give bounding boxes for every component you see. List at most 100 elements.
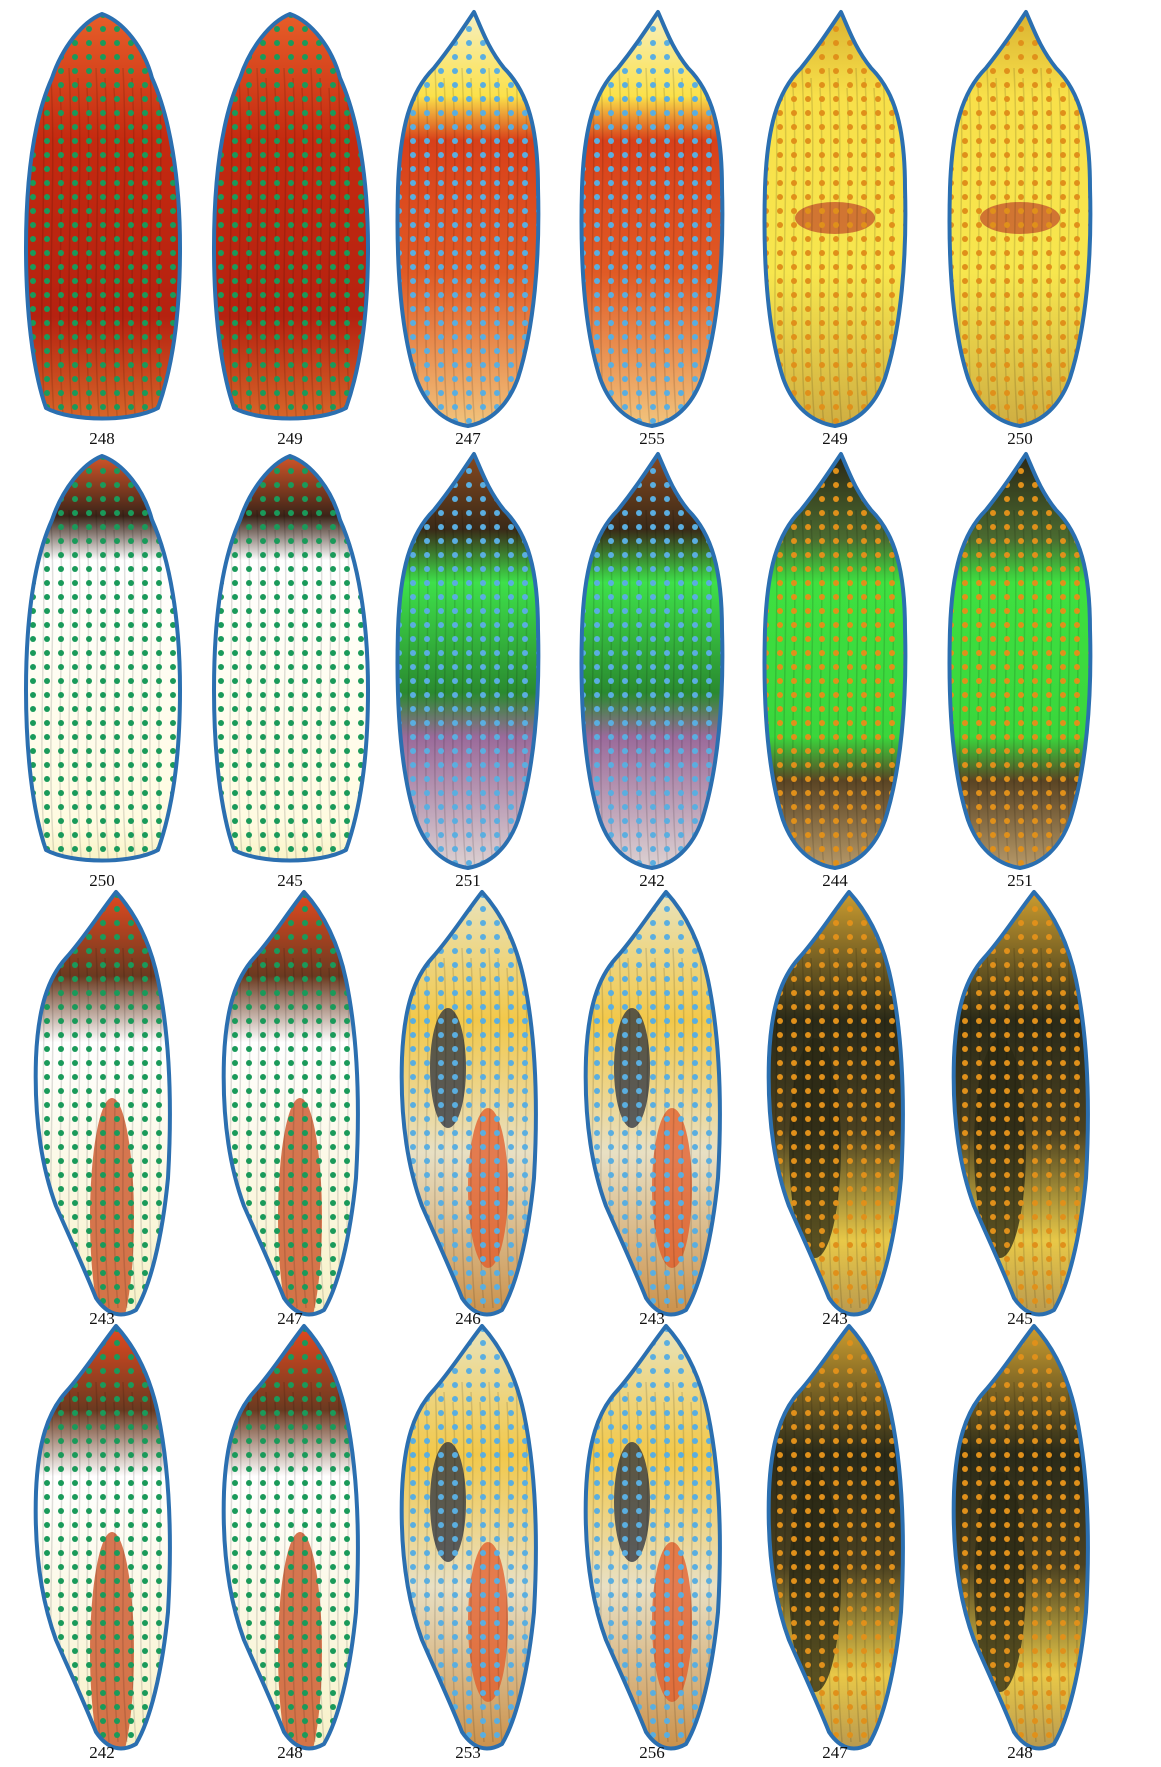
specimen-cell: 249 <box>745 8 925 449</box>
specimen-outline <box>221 890 360 1317</box>
specimen-image <box>33 890 172 1317</box>
specimen-cell: 247 <box>378 8 558 449</box>
sample-dot-grid <box>401 892 536 1315</box>
specimen-outline <box>399 890 538 1317</box>
specimen-image <box>762 452 908 870</box>
specimen-image <box>33 1324 172 1751</box>
specimen-image <box>399 1324 538 1751</box>
specimen-cell: 248 <box>200 1322 380 1763</box>
sample-dot-grid <box>953 1326 1088 1749</box>
specimen-cell: 250 <box>12 450 192 891</box>
specimen-image <box>579 452 725 870</box>
specimen-outline <box>579 452 725 870</box>
specimen-image <box>951 890 1090 1317</box>
specimen-label: 249 <box>822 429 848 448</box>
specimen-label: 245 <box>1007 1309 1033 1328</box>
specimen-image <box>24 454 182 863</box>
specimen-image <box>212 454 370 863</box>
specimen-image <box>221 1324 360 1751</box>
specimen-image <box>947 10 1093 428</box>
specimen-image <box>583 1324 722 1751</box>
specimen-cell: 243 <box>562 888 742 1329</box>
specimen-outline <box>24 454 182 863</box>
specimen-label: 247 <box>455 429 481 448</box>
specimen-outline <box>33 890 172 1317</box>
specimen-label: 246 <box>455 1309 481 1328</box>
sample-dot-grid <box>585 892 720 1315</box>
specimen-label: 243 <box>639 1309 665 1328</box>
specimen-label: 250 <box>1007 429 1033 448</box>
specimen-cell: 256 <box>562 1322 742 1763</box>
specimen-label: 242 <box>89 1743 115 1762</box>
specimen-image <box>947 452 1093 870</box>
sample-dot-grid <box>768 1326 903 1749</box>
specimen-outline <box>766 1324 905 1751</box>
sample-dot-grid <box>764 454 906 868</box>
specimen-label: 253 <box>455 1743 481 1762</box>
specimen-cell: 242 <box>12 1322 192 1763</box>
sample-dot-grid <box>35 1326 170 1749</box>
specimen-image <box>762 10 908 428</box>
sample-dot-grid <box>581 12 723 426</box>
sample-dot-grid <box>223 1326 358 1749</box>
specimen-outline <box>947 452 1093 870</box>
sample-dot-grid <box>35 892 170 1315</box>
specimen-label: 256 <box>639 1743 665 1762</box>
specimen-label: 245 <box>277 871 303 890</box>
specimen-label: 247 <box>277 1309 303 1328</box>
specimen-outline <box>33 1324 172 1751</box>
sample-dot-grid <box>397 454 539 868</box>
specimen-cell: 250 <box>930 8 1110 449</box>
specimen-outline <box>762 10 908 428</box>
specimen-image <box>212 12 370 421</box>
specimen-image <box>583 890 722 1317</box>
specimen-outline <box>24 12 182 421</box>
sample-dot-grid <box>223 892 358 1315</box>
specimen-image <box>395 10 541 428</box>
sample-dot-grid <box>397 12 539 426</box>
specimen-outline <box>766 890 905 1317</box>
sample-dot-grid <box>768 892 903 1315</box>
specimen-cell: 245 <box>200 450 380 891</box>
specimen-label: 248 <box>1007 1743 1033 1762</box>
specimen-label: 244 <box>822 871 848 890</box>
specimen-label: 251 <box>455 871 481 890</box>
specimen-label: 247 <box>822 1743 848 1762</box>
specimen-cell: 245 <box>930 888 1110 1329</box>
specimen-label: 250 <box>89 871 115 890</box>
specimen-outline <box>951 1324 1090 1751</box>
specimen-outline <box>212 454 370 863</box>
specimen-image <box>395 452 541 870</box>
specimen-image <box>579 10 725 428</box>
specimen-outline <box>395 10 541 428</box>
specimen-label: 243 <box>822 1309 848 1328</box>
specimen-image <box>951 1324 1090 1751</box>
specimen-label: 248 <box>89 429 115 448</box>
specimen-label: 255 <box>639 429 665 448</box>
sample-dot-grid <box>401 1326 536 1749</box>
sample-dot-grid <box>585 1326 720 1749</box>
sample-dot-grid <box>953 892 1088 1315</box>
specimen-label: 249 <box>277 429 303 448</box>
specimen-outline <box>395 452 541 870</box>
specimen-label: 243 <box>89 1309 115 1328</box>
specimen-outline <box>762 452 908 870</box>
specimen-cell: 244 <box>745 450 925 891</box>
specimen-label: 242 <box>639 871 665 890</box>
sample-dot-grid <box>581 454 723 868</box>
specimen-cell: 247 <box>200 888 380 1329</box>
specimen-cell: 251 <box>378 450 558 891</box>
specimen-cell: 242 <box>562 450 742 891</box>
specimen-cell: 248 <box>12 8 192 449</box>
specimen-outline <box>212 12 370 421</box>
specimen-image <box>24 12 182 421</box>
specimen-outline <box>947 10 1093 428</box>
specimen-cell: 253 <box>378 1322 558 1763</box>
sample-dot-grid <box>949 12 1091 426</box>
specimen-cell: 246 <box>378 888 558 1329</box>
specimen-cell: 247 <box>745 1322 925 1763</box>
specimen-outline <box>951 890 1090 1317</box>
specimen-image <box>399 890 538 1317</box>
specimen-cell: 243 <box>745 888 925 1329</box>
